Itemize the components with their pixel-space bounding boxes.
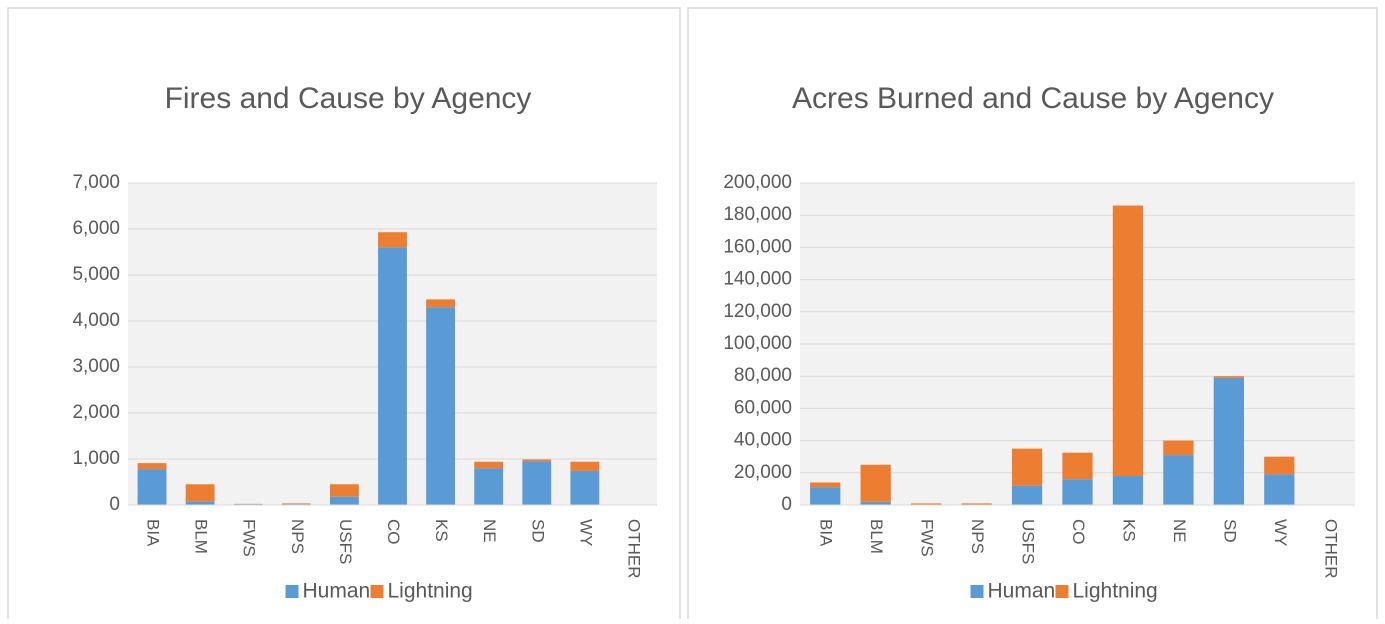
bar-segment <box>186 484 215 501</box>
y-tick-label: 100,000 <box>723 333 792 354</box>
bar-segment <box>138 463 167 469</box>
legend-label: Lightning <box>388 580 473 603</box>
bar-segment <box>911 503 941 504</box>
x-tick-label: BIA <box>144 519 163 547</box>
bar-segment <box>1163 455 1193 505</box>
legend-swatch <box>371 585 384 598</box>
chart-title: Acres Burned and Cause by Agency <box>792 82 1274 115</box>
x-tick-label: BLM <box>867 519 886 554</box>
x-tick-label: USFS <box>1019 519 1038 564</box>
bar-segment <box>378 247 407 505</box>
y-tick-label: 3,000 <box>72 356 120 377</box>
legend-swatch <box>286 585 299 598</box>
legend-swatch <box>971 585 984 598</box>
y-tick-label: 80,000 <box>734 365 792 386</box>
y-tick-label: 200,000 <box>723 172 792 193</box>
x-tick-label: BIA <box>817 519 836 547</box>
x-tick-label: OTHER <box>624 519 643 579</box>
y-tick-label: 120,000 <box>723 301 792 322</box>
bar-segment <box>570 462 599 471</box>
bar-segment <box>1264 457 1294 475</box>
x-tick-label: SD <box>528 519 547 543</box>
y-tick-label: 0 <box>781 494 792 515</box>
x-tick-label: SD <box>1220 519 1239 543</box>
x-tick-label: FWS <box>918 519 937 557</box>
y-tick-label: 20,000 <box>734 462 792 483</box>
x-tick-label: CO <box>384 519 403 545</box>
bar-segment <box>330 497 359 505</box>
y-tick-label: 0 <box>109 494 120 515</box>
x-tick-label: WY <box>1271 519 1290 546</box>
bar-segment <box>378 232 407 247</box>
bar-segment <box>282 503 311 504</box>
bar-segment <box>861 465 891 502</box>
bar-segment <box>138 469 167 505</box>
bar-segment <box>1062 479 1092 505</box>
bar-segment <box>426 299 455 307</box>
bar-segment <box>1214 376 1244 378</box>
bar-segment <box>1113 206 1143 476</box>
x-tick-label: NPS <box>968 519 987 554</box>
bar-segment <box>1264 474 1294 505</box>
y-tick-label: 6,000 <box>72 218 120 239</box>
x-tick-label: NE <box>1170 519 1189 543</box>
bar-segment <box>1062 453 1092 480</box>
bar-segment <box>426 307 455 505</box>
y-tick-label: 60,000 <box>734 397 792 418</box>
chart-title: Fires and Cause by Agency <box>165 82 532 115</box>
legend-label: Human <box>988 580 1056 603</box>
bar-segment <box>810 482 840 487</box>
x-tick-label: WY <box>576 519 595 546</box>
y-tick-label: 40,000 <box>734 430 792 451</box>
y-tick-label: 7,000 <box>72 172 120 193</box>
y-tick-label: 160,000 <box>723 236 792 257</box>
x-tick-label: BLM <box>192 519 211 554</box>
legend-label: Human <box>303 580 371 603</box>
x-tick-label: OTHER <box>1321 519 1340 579</box>
bar-segment <box>522 459 551 461</box>
bar-segment <box>474 468 503 505</box>
y-tick-label: 2,000 <box>72 402 120 423</box>
bar-segment <box>1214 378 1244 505</box>
x-tick-label: USFS <box>336 519 355 564</box>
bar-segment <box>1113 476 1143 505</box>
y-tick-label: 5,000 <box>72 264 120 285</box>
bar-segment <box>1012 449 1042 486</box>
y-tick-label: 1,000 <box>72 448 120 469</box>
bar-segment <box>522 461 551 505</box>
bar-segment <box>1012 486 1042 505</box>
bar-segment <box>570 471 599 505</box>
bar-segment <box>330 484 359 496</box>
bar-segment <box>810 487 840 505</box>
x-tick-label: KS <box>432 519 451 542</box>
bar-segment <box>186 501 215 505</box>
legend-swatch <box>1056 585 1069 598</box>
x-tick-label: FWS <box>240 519 259 557</box>
x-tick-label: KS <box>1119 519 1138 542</box>
y-tick-label: 180,000 <box>723 204 792 225</box>
bar-segment <box>961 503 991 504</box>
x-tick-label: NPS <box>288 519 307 554</box>
bar-segment <box>1163 441 1193 455</box>
y-tick-label: 4,000 <box>72 310 120 331</box>
legend-label: Lightning <box>1073 580 1158 603</box>
y-tick-label: 140,000 <box>723 269 792 290</box>
x-tick-label: NE <box>480 519 499 543</box>
bar-segment <box>474 462 503 468</box>
x-tick-label: CO <box>1069 519 1088 545</box>
